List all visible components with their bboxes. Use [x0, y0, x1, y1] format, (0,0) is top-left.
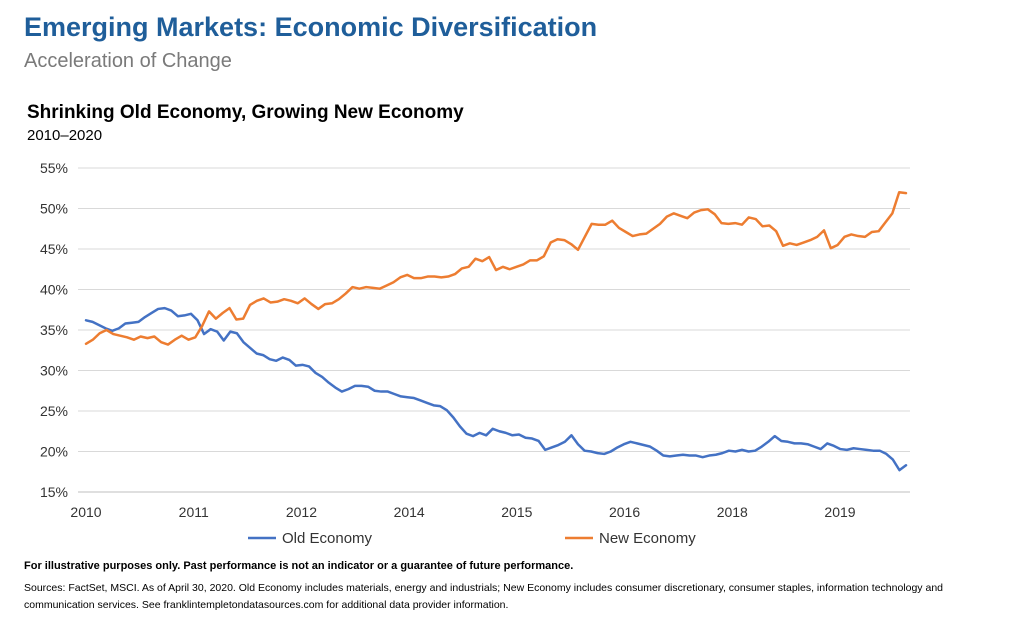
y-tick-label: 50% [40, 201, 68, 217]
page-subtitle: Acceleration of Change [24, 50, 232, 72]
y-tick-label: 55% [40, 160, 68, 176]
legend-label: Old Economy [282, 530, 373, 547]
x-tick-label: 2012 [286, 504, 317, 520]
legend: Old Economy New Economy [248, 530, 696, 547]
y-tick-label: 20% [40, 444, 68, 460]
legend-label: New Economy [599, 530, 696, 547]
sources-text: Sources: FactSet, MSCI. As of April 30, … [24, 582, 943, 611]
y-tick-label: 30% [40, 363, 68, 379]
x-tick-label: 2016 [609, 504, 640, 520]
chart-subtitle: 2010–2020 [27, 127, 103, 144]
page-title: Emerging Markets: Economic Diversificati… [24, 12, 598, 42]
x-tick-label: 2014 [394, 504, 425, 520]
y-tick-label: 25% [40, 403, 68, 419]
x-tick-label: 2015 [501, 504, 532, 520]
y-tick-label: 35% [40, 322, 68, 338]
chart-title: Shrinking Old Economy, Growing New Econo… [27, 102, 464, 123]
x-axis-ticks: 2010 2011 2012 2014 2015 2016 2018 2019 [70, 504, 855, 520]
series-line-new-economy [84, 191, 908, 346]
gridlines [78, 167, 910, 452]
x-tick-label: 2018 [717, 504, 748, 520]
y-axis-ticks: 15% 20% 25% 30% 35% 40% 45% 50% 55% [40, 160, 68, 500]
x-tick-label: 2010 [70, 504, 101, 520]
x-tick-label: 2019 [824, 504, 855, 520]
x-tick-label: 2011 [179, 504, 209, 520]
disclaimer-note: For illustrative purposes only. Past per… [24, 560, 574, 572]
y-tick-label: 15% [40, 484, 68, 500]
y-tick-label: 40% [40, 282, 68, 298]
y-tick-label: 45% [40, 241, 68, 257]
series-lines [84, 191, 908, 472]
series-line-old-economy [84, 306, 908, 472]
